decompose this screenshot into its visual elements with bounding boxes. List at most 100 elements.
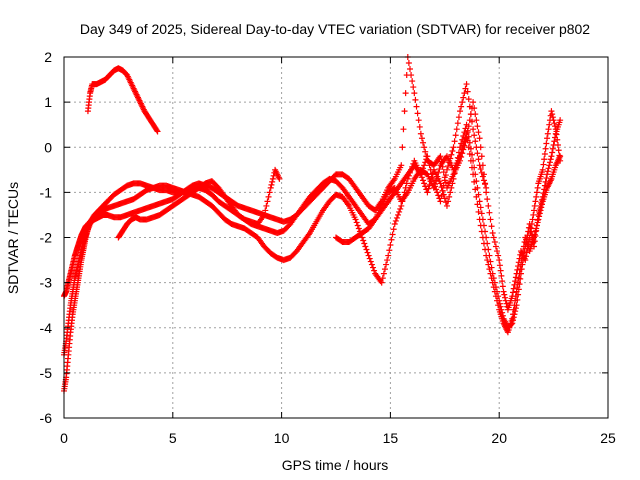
data-point [511,281,518,288]
x-tick-label: 10 [274,430,290,446]
data-point [532,198,539,205]
data-point [518,266,525,273]
data-point [435,192,442,199]
y-tick-label: 2 [44,49,52,65]
data-point [454,154,461,161]
data-point [459,150,466,157]
data-point [388,236,395,243]
data-point [466,139,473,146]
data-point [472,138,479,145]
data-point [363,246,370,253]
data-point [266,189,273,196]
data-point [496,297,503,304]
data-point [398,162,405,169]
data-point [544,168,551,175]
data-point [515,286,522,293]
series-E [333,81,490,246]
data-point [364,249,371,256]
data-point [443,166,450,173]
data-point [470,157,477,164]
data-point [531,202,538,209]
data-point [539,193,546,200]
data-point [383,261,390,268]
data-point [515,291,522,298]
data-point [476,135,483,142]
data-point [540,161,547,168]
data-point [475,191,482,198]
data-point [534,184,541,191]
data-point [455,114,462,121]
data-point [489,229,496,236]
data-point [420,139,427,146]
data-point [381,266,388,273]
data-point [494,288,501,295]
data-point [535,211,542,218]
data-point [485,246,492,253]
data-point [461,90,468,97]
data-point [543,140,550,147]
data-point [517,275,524,282]
x-tick-label: 20 [491,430,507,446]
data-point [541,186,548,193]
data-point [362,243,369,250]
data-point [499,312,506,319]
data-point [472,171,479,178]
data-point [354,222,361,229]
data-point [268,181,275,188]
data-point [486,209,493,216]
data-point [453,126,460,133]
data-point [496,300,503,307]
data-point [437,180,444,187]
data-point [409,78,416,85]
data-point [425,185,432,192]
data-point [538,199,545,206]
data-point [546,159,553,166]
data-point [417,171,424,178]
data-point [546,162,553,169]
data-point [541,151,548,158]
data-point [555,147,562,154]
data-point [389,231,396,238]
data-point [492,284,499,291]
series-B [61,117,564,358]
data-point [460,132,467,139]
data-point [513,302,520,309]
data-point [457,108,464,115]
data-point [474,201,481,208]
data-point [425,157,432,164]
data-point [477,166,484,173]
data-point [397,205,404,212]
data-point [488,223,495,230]
data-point [411,90,418,97]
data-point [519,261,526,268]
data-point [497,303,504,310]
data-point [448,151,455,158]
data-point [410,84,417,91]
data-point [509,289,516,296]
data-point [405,60,412,67]
data-point [418,168,425,175]
data-point [361,240,368,247]
data-point [437,198,444,205]
data-point [443,202,450,209]
data-point [267,184,274,191]
data-point [422,183,429,190]
data-point [528,220,535,227]
data-point [551,120,558,127]
data-point [524,245,531,252]
data-point [428,171,435,178]
data-point [465,96,472,103]
data-point [536,205,543,212]
data-point [548,153,555,160]
data-point [523,253,530,260]
data-point [514,266,521,273]
data-point [471,105,478,112]
data-point [495,252,502,259]
data-point [485,261,492,268]
x-tick-label: 15 [383,430,399,446]
data-point [458,154,465,161]
data-point [153,127,160,134]
data-point [548,108,555,115]
data-point [531,243,538,250]
data-point [418,135,425,142]
